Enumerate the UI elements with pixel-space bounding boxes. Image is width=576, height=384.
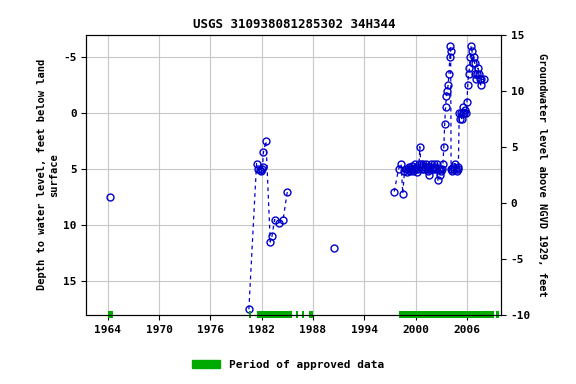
Title: USGS 310938081285302 34H344: USGS 310938081285302 34H344 (192, 18, 395, 31)
Legend: Period of approved data: Period of approved data (188, 356, 388, 375)
Y-axis label: Groundwater level above NGVD 1929, feet: Groundwater level above NGVD 1929, feet (537, 53, 547, 296)
Y-axis label: Depth to water level, feet below land
surface: Depth to water level, feet below land su… (37, 59, 59, 290)
